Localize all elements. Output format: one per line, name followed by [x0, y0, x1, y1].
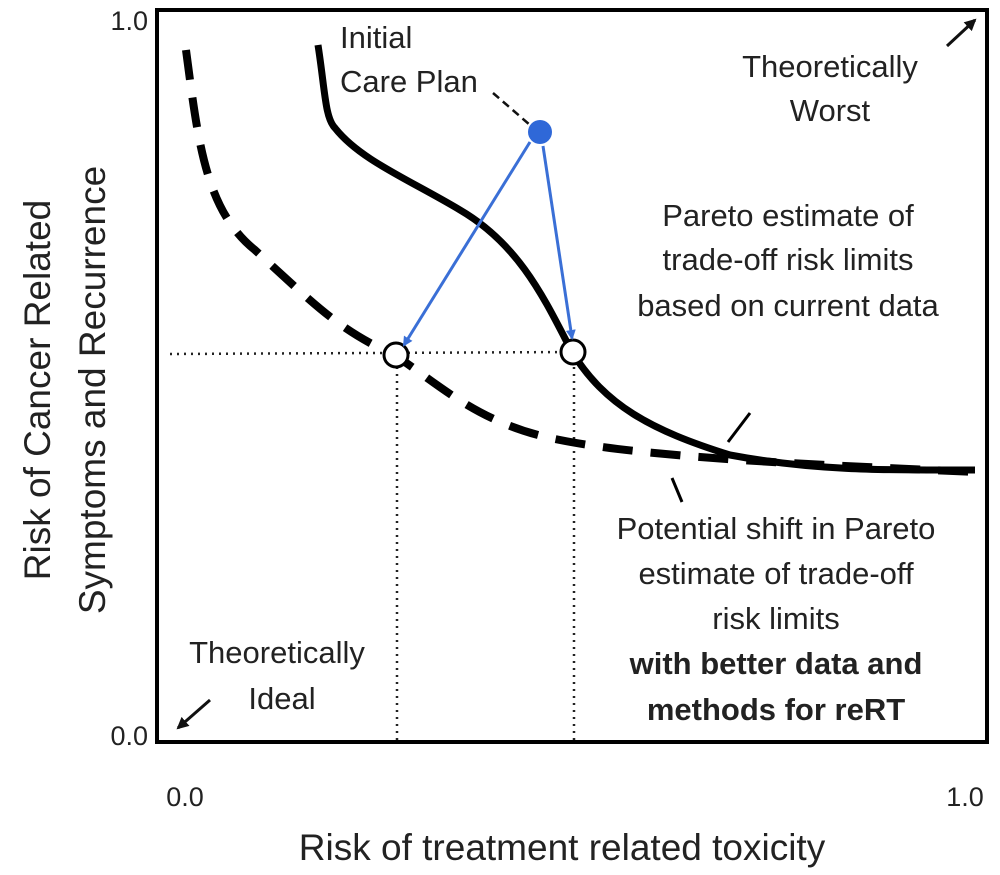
- initial-care-plan-label: Initial Care Plan: [340, 20, 478, 99]
- theoretically-ideal-label: Theoretically Ideal: [189, 635, 365, 716]
- ideal-corner-arrow: [176, 698, 211, 730]
- horizontal-guide-line: [169, 350, 573, 356]
- pareto-shift-label: Potential shift in Pareto estimate of tr…: [617, 511, 936, 727]
- current-pareto-curve: [314, 44, 976, 474]
- pareto-shift-line-2: estimate of trade-off: [638, 556, 914, 591]
- pareto-current-line-3: based on current data: [637, 288, 939, 323]
- y-axis-top-tick: 1.0: [110, 6, 148, 36]
- theoretically-ideal-line-1: Theoretically: [189, 635, 365, 670]
- theoretically-ideal-line-2: Ideal: [248, 681, 315, 716]
- pareto-shift-line-3: risk limits: [712, 601, 839, 636]
- guide-lines: [169, 350, 576, 742]
- x-axis-label: Risk of treatment related toxicity: [299, 827, 826, 868]
- plot-frame: [155, 8, 989, 744]
- pareto-shift-bold-line-1: with better data and: [629, 646, 923, 681]
- y-axis-bottom-tick: 0.0: [110, 721, 148, 751]
- pareto-current-line-2: trade-off risk limits: [663, 242, 914, 277]
- x-axis-left-tick: 0.0: [166, 782, 204, 812]
- y-axis-label-line-1: Risk of Cancer Related: [17, 200, 58, 580]
- current-frontier-point: [559, 338, 587, 366]
- initial-care-plan-point: [528, 120, 552, 144]
- worst-corner-arrow: [945, 18, 977, 48]
- current-pareto-leader-line: [726, 412, 752, 443]
- y-axis-label-line-2: Symptoms and Recurrence: [72, 166, 113, 614]
- pareto-current-line-1: Pareto estimate of: [662, 198, 914, 233]
- theoretically-worst-line-2: Worst: [790, 93, 871, 128]
- shifted-pareto-curve: [182, 49, 976, 476]
- initial-care-plan-line-1: Initial: [340, 20, 412, 55]
- care-plan-leader-line: [492, 92, 531, 126]
- arrow-to-current-frontier: [541, 145, 576, 340]
- pareto-current-label: Pareto estimate of trade-off risk limits…: [637, 198, 939, 323]
- shifted-frontier-point: [382, 341, 410, 369]
- shift-pareto-leader-line: [670, 477, 684, 503]
- arrow-to-shifted-frontier: [402, 141, 532, 347]
- theoretically-worst-label: Theoretically Worst: [742, 49, 918, 128]
- theoretically-worst-line-1: Theoretically: [742, 49, 918, 84]
- x-axis-right-tick: 1.0: [946, 782, 984, 812]
- pareto-shift-line-1: Potential shift in Pareto: [617, 511, 936, 546]
- initial-care-plan-line-2: Care Plan: [340, 64, 478, 99]
- pareto-shift-bold-line-2: methods for reRT: [647, 692, 905, 727]
